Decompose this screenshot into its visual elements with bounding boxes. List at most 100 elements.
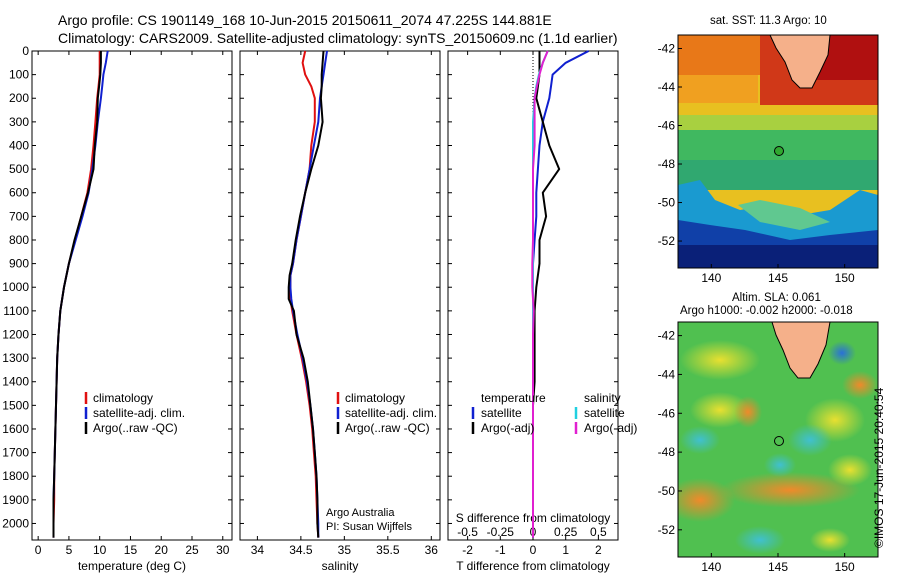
ytick-label: 900 [9, 257, 29, 271]
ytick-label: 100 [9, 68, 29, 82]
temperature-legend: climatology satellite-adj. clim. Argo(..… [84, 391, 185, 435]
difference-xlabel: T difference from climatology [456, 559, 610, 573]
salinity-xtick-label: 36 [425, 543, 439, 557]
temperature-xtick-label: 15 [124, 543, 138, 557]
ytick-label: 1100 [3, 304, 29, 318]
temperature-xtick-label: 25 [185, 543, 199, 557]
sla-map [677, 321, 879, 558]
sla-lat-label: -44 [658, 367, 676, 381]
legend-text-s-argo: Argo(-adj) [584, 421, 637, 435]
ytick-label: 1700 [2, 446, 29, 460]
salinity-xlabel: salinity [322, 559, 359, 573]
sla-map-title: Altim. SLA: 0.061 [732, 292, 821, 304]
legend-heading-temperature: temperature [481, 391, 546, 405]
difference-series-line-3 [531, 50, 549, 538]
salinity-xtick-label: 35.5 [376, 543, 400, 557]
sst-lon-label: 140 [701, 271, 721, 285]
salinity-series-line-2 [287, 50, 325, 538]
difference-series-line-1 [532, 51, 561, 538]
ytick-label: 1500 [2, 398, 29, 412]
sst-lat-label: -42 [658, 41, 676, 55]
float-location-marker [774, 146, 784, 156]
temperature-xtick-label: 30 [216, 543, 230, 557]
temperature-series-line-2 [52, 51, 102, 538]
figure-title-line2: Climatology: CARS2009. Satellite-adjuste… [58, 30, 618, 46]
sst-map [677, 34, 879, 269]
salinity-xtick-label: 34.5 [289, 543, 313, 557]
salinity-xtick-label: 34 [251, 543, 265, 557]
ytick-label: 1300 [2, 351, 29, 365]
sla-lat-label: -52 [658, 523, 676, 537]
ytick-label: 800 [9, 233, 29, 247]
ytick-label: 2000 [2, 516, 29, 530]
legend-text-climatology: climatology [93, 391, 153, 405]
sst-lon-label: 150 [835, 271, 855, 285]
sla-lat-label: -46 [658, 406, 676, 420]
legend-text-climatology-s: climatology [345, 391, 405, 405]
temperature-xtick-label: 5 [66, 543, 73, 557]
salinity-xtick-label: 35 [338, 543, 352, 557]
salinity-legend: climatology satellite-adj. clim. Argo(..… [336, 391, 437, 435]
legend-text-s-satellite: satellite [584, 406, 625, 420]
tasmania-land-sla [771, 321, 831, 379]
difference-xtick-label: 1 [562, 543, 569, 557]
ytick-label: 1400 [2, 375, 29, 389]
ytick-label: 700 [9, 209, 29, 223]
ytick-label: 1600 [2, 422, 29, 436]
sla-lon-label: 140 [701, 560, 721, 574]
difference-xtick-label: -1 [495, 543, 506, 557]
float-location-marker-sla [774, 436, 784, 446]
temperature-xtick-label: 0 [35, 543, 42, 557]
ytick-label: 1900 [2, 493, 29, 507]
sst-lat-label: -48 [658, 157, 676, 171]
legend-text-t-satellite: satellite [481, 406, 522, 420]
sla-map-subtitle: Argo h1000: -0.002 h2000: -0.018 [680, 305, 853, 317]
sst-lat-label: -52 [658, 234, 676, 248]
difference-series-line-0 [532, 50, 590, 538]
temperature-xlabel: temperature (deg C) [78, 559, 186, 573]
temperature-series-line-0 [52, 51, 101, 538]
ytick-label: 500 [9, 162, 29, 176]
sla-lat-label: -48 [658, 445, 676, 459]
temperature-xtick-label: 10 [93, 543, 107, 557]
sst-lat-label: -44 [658, 80, 676, 94]
sdiff-xtick-label: 0.25 [554, 525, 578, 539]
ytick-label: 1000 [2, 280, 29, 294]
figure-title-line1: Argo profile: CS 1901149_168 10-Jun-2015… [58, 12, 552, 28]
sst-lat-label: -46 [658, 119, 676, 133]
legend-text-argo: Argo(..raw -QC) [93, 421, 178, 435]
difference-xtick-label: 2 [595, 543, 602, 557]
legend-text-satellite-adj-s: satellite-adj. clim. [345, 406, 437, 420]
credit-pi: PI: Susan Wijffels [326, 521, 412, 533]
sst-lon-label: 145 [768, 271, 788, 285]
sdiff-xtick-label: -0.5 [457, 525, 478, 539]
temperature-xtick-label: 20 [155, 543, 169, 557]
ytick-label: 1200 [2, 327, 29, 341]
sla-lon-label: 150 [835, 560, 855, 574]
ytick-label: 0 [22, 44, 29, 58]
legend-text-t-argo: Argo(-adj) [481, 421, 534, 435]
ytick-label: 1800 [2, 469, 29, 483]
ytick-label: 300 [9, 115, 29, 129]
legend-text-satellite-adj: satellite-adj. clim. [93, 406, 185, 420]
ytick-label: 600 [9, 186, 29, 200]
credit-institution: Argo Australia [326, 507, 395, 519]
temperature-panel-frame [31, 50, 233, 541]
sst-map-title: sat. SST: 11.3 Argo: 10 [710, 15, 827, 27]
temperature-series-line-1 [52, 50, 109, 538]
tasmania-land [769, 34, 831, 89]
salinity-series-line-0 [289, 50, 320, 538]
ytick-label: 400 [9, 138, 29, 152]
legend-heading-salinity: salinity [584, 391, 621, 405]
sla-lat-label: -50 [658, 484, 676, 498]
difference-xtick-label: 0 [530, 543, 537, 557]
imos-timestamp: ©IMOS 17-Jun-2015 20:40:54 [872, 387, 886, 548]
sdiff-xtick-label: -0.25 [487, 525, 515, 539]
sla-lat-label: -42 [658, 329, 676, 343]
ytick-label: 200 [9, 91, 29, 105]
salinity-panel-frame [239, 50, 441, 541]
legend-text-argo-s: Argo(..raw -QC) [345, 421, 430, 435]
difference-xtick-label: -2 [462, 543, 473, 557]
sst-lat-label: -50 [658, 196, 676, 210]
